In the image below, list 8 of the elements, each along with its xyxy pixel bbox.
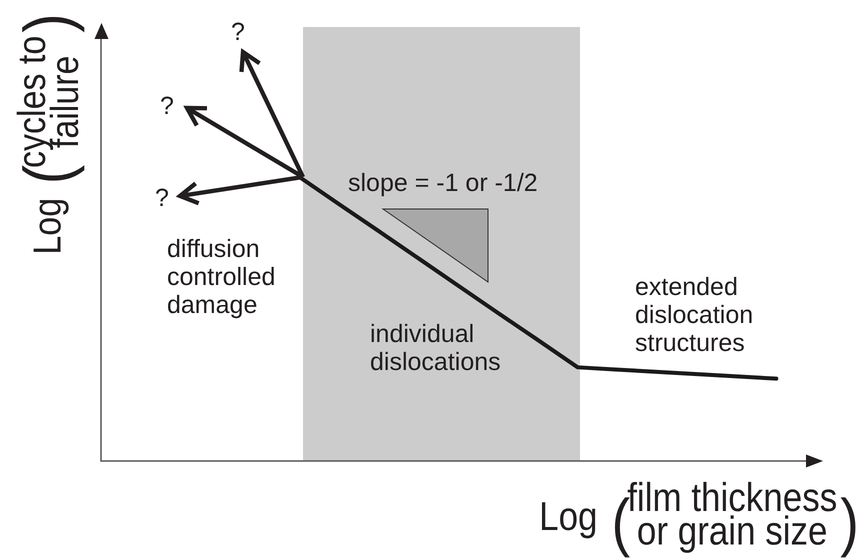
text: ? — [160, 92, 174, 120]
annotation: diffusion controlled damage — [167, 235, 276, 319]
annotation: slope = -1 or -1/2 — [348, 169, 538, 197]
annotation: extended dislocation structures — [635, 273, 754, 357]
annotation: individual dislocations — [370, 320, 501, 376]
annotation: ? — [155, 184, 169, 212]
y-axis-title: Log (cycles to failure) — [10, 13, 87, 255]
text: ? — [231, 18, 245, 46]
